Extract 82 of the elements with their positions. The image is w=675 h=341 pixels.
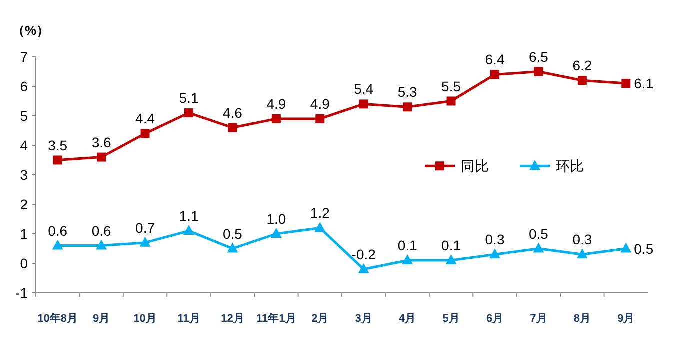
point (184, 225, 194, 236)
data-label: 0.3 (572, 232, 592, 248)
data-label: 6.1 (634, 76, 654, 92)
point (272, 114, 281, 124)
data-label: 4.4 (136, 110, 156, 127)
data-label: 1.0 (266, 211, 286, 227)
x-tick-label: 11月 (178, 313, 200, 325)
y-tick-label: 4 (20, 138, 28, 154)
point (359, 100, 368, 109)
data-label: 5.4 (354, 81, 374, 98)
point (490, 70, 500, 80)
point (446, 96, 456, 106)
data-label: 4.6 (222, 104, 243, 121)
point (622, 79, 631, 88)
y-tick-label: 2 (20, 196, 28, 212)
data-label: 0.5 (222, 226, 243, 242)
data-label: 0.5 (528, 226, 549, 242)
data-label: 0.6 (92, 222, 112, 239)
x-tick-label: 7月 (530, 313, 548, 325)
data-label: 0.1 (398, 238, 418, 254)
point (533, 242, 544, 253)
point (402, 254, 414, 265)
data-label: 5.1 (179, 90, 199, 106)
y-tick-label: -1 (16, 285, 28, 301)
data-label: 5.3 (398, 84, 418, 100)
x-tick-label: 11年1月 (256, 312, 296, 325)
data-label: 4.9 (310, 96, 330, 112)
x-tick-label: 10月 (134, 313, 157, 325)
data-label: 3.6 (92, 134, 112, 150)
x-tick-label: 3月 (355, 313, 372, 325)
x-tick-label: 6月 (486, 313, 504, 325)
x-tick-label: 8月 (574, 313, 591, 325)
x-tick-label: 4月 (399, 313, 416, 325)
x-tick-label: 5月 (442, 313, 460, 325)
y-tick-label: 5 (20, 108, 28, 124)
point (96, 240, 108, 250)
y-tick-label: 7 (20, 49, 28, 65)
point (270, 228, 282, 238)
data-label: 6.2 (572, 58, 592, 74)
data-label: 6.5 (528, 48, 549, 65)
point (184, 108, 194, 118)
data-label: 0.6 (48, 222, 68, 239)
data-label: 1.1 (179, 208, 199, 224)
point (228, 123, 238, 132)
point (52, 240, 64, 250)
data-label: 0.1 (442, 238, 462, 254)
point (316, 114, 325, 124)
point (446, 254, 457, 265)
x-tick-label: 12月 (221, 313, 244, 325)
x-tick-label: 9月 (93, 313, 110, 325)
data-label: 3.5 (48, 137, 68, 154)
x-tick-label: 2月 (312, 313, 329, 325)
legend-label: 同比 (461, 158, 489, 174)
legend-label: 环比 (556, 158, 584, 174)
point (227, 242, 238, 253)
y-tick-label: 1 (20, 226, 28, 242)
point (97, 152, 106, 162)
data-label: 1.2 (310, 205, 330, 222)
y-axis-title: （%） (12, 23, 50, 38)
data-label: 0.3 (485, 232, 505, 248)
data-label: 0.5 (634, 240, 654, 257)
point (140, 236, 151, 247)
y-tick-label: 3 (20, 167, 28, 183)
point (358, 263, 370, 274)
point (576, 248, 588, 259)
data-label: 5.5 (442, 78, 462, 94)
x-tick-label: 10年8月 (38, 312, 78, 325)
point (578, 76, 587, 86)
point (403, 102, 412, 112)
point (534, 67, 544, 76)
point (620, 242, 632, 253)
data-label: 6.4 (485, 52, 505, 68)
point (490, 248, 500, 259)
y-tick-label: 0 (20, 256, 28, 272)
data-label: 4.9 (266, 96, 286, 112)
point (53, 156, 62, 165)
x-tick-label: 9月 (618, 313, 635, 325)
y-tick-label: 6 (20, 78, 28, 94)
point (314, 222, 326, 232)
data-label: 0.7 (136, 220, 156, 236)
data-label: -0.2 (352, 246, 376, 262)
point (140, 129, 150, 138)
